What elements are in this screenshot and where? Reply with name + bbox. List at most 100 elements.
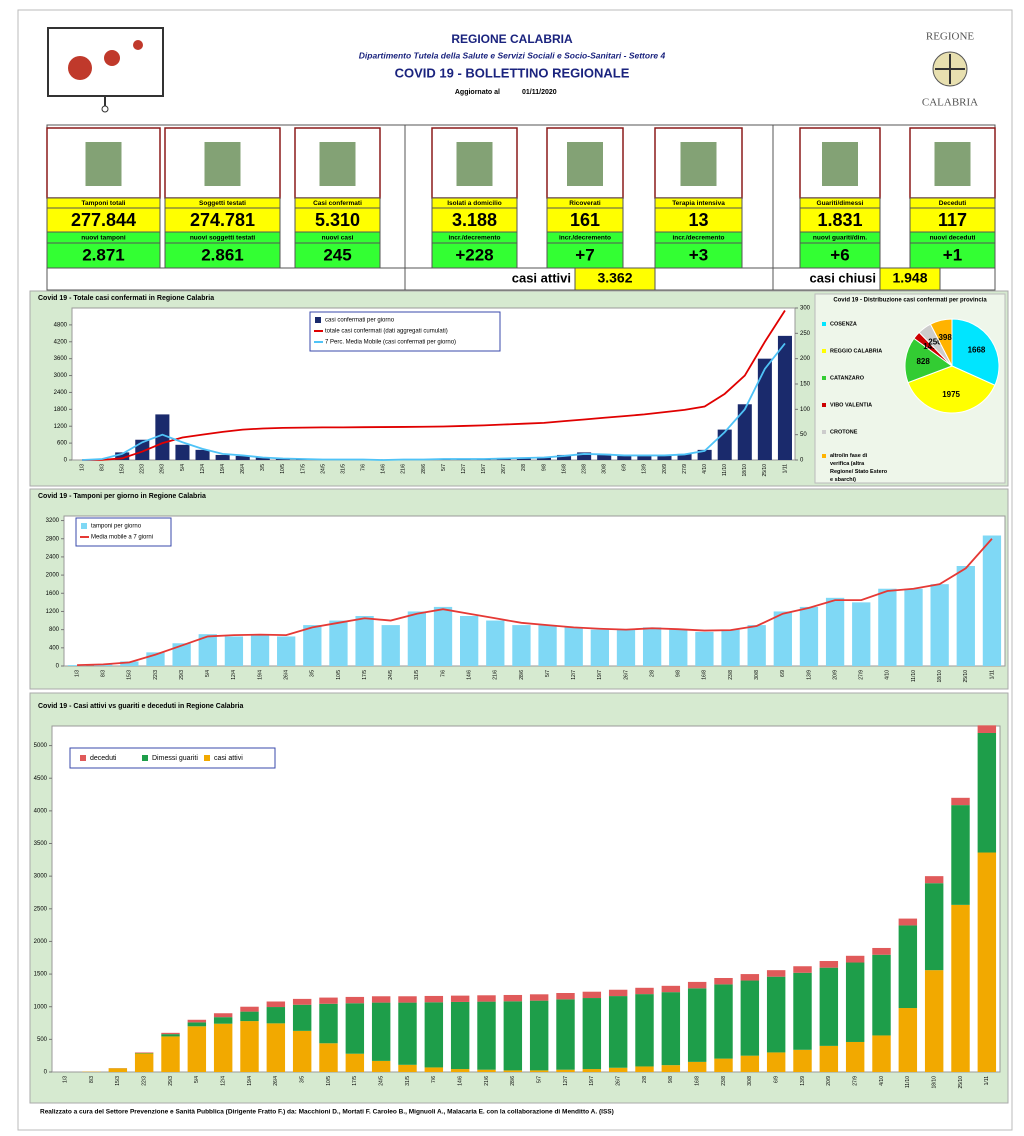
x-tick-label: 17/5	[352, 1076, 358, 1086]
x-tick-label: 5/7	[441, 464, 447, 471]
bar	[977, 732, 997, 853]
legend-label: Media mobile a 7 giorni	[91, 535, 153, 541]
x-tick-label: 8/3	[99, 464, 105, 471]
bar	[155, 414, 170, 460]
bar	[292, 1004, 312, 1031]
bar	[503, 994, 523, 1002]
x-tick-label: 30/8	[747, 1076, 753, 1086]
y-tick-label: 1200	[54, 424, 68, 430]
bar	[845, 1041, 865, 1072]
x-tick-label: 10/5	[326, 1076, 332, 1086]
bar	[924, 876, 944, 884]
bar	[556, 993, 575, 1000]
bar	[608, 1067, 628, 1072]
bar	[161, 1034, 180, 1037]
tile-value: 161	[570, 210, 600, 230]
y2-tick-label: 200	[800, 356, 811, 362]
bar	[845, 962, 865, 1042]
bar	[687, 988, 707, 1062]
bar	[878, 588, 897, 666]
x-tick-label: 27/9	[859, 670, 865, 680]
bar	[982, 535, 1002, 666]
bar	[503, 1070, 523, 1072]
tile-icon	[822, 142, 858, 186]
bar	[951, 797, 970, 806]
x-tick-label: 19/4	[220, 464, 226, 474]
legend-box	[69, 747, 276, 769]
bar	[371, 996, 391, 1003]
bar	[345, 996, 365, 1004]
bar	[240, 1021, 259, 1072]
bar	[872, 954, 891, 1036]
bar	[529, 1000, 549, 1071]
virus-logo	[47, 27, 164, 113]
x-tick-label: 28/6	[421, 464, 427, 474]
legend-swatch	[822, 430, 826, 434]
x-tick-label: 23/8	[581, 464, 587, 474]
bar	[608, 989, 628, 997]
x-tick-label: 15/3	[120, 464, 126, 474]
tile-label: Isolati a domicilio	[447, 200, 502, 207]
y-tick-label: 4200	[54, 339, 68, 345]
closed-label: casi chiusi	[810, 270, 876, 285]
tile-sub-value: +228	[455, 245, 493, 264]
bar	[266, 1007, 286, 1024]
y-tick-label: 3200	[46, 518, 60, 524]
y2-tick-label: 300	[800, 306, 811, 312]
y-tick-label: 2400	[54, 390, 68, 396]
value-box	[431, 207, 518, 233]
bar	[187, 1026, 207, 1072]
x-tick-label: 16/8	[694, 1076, 700, 1086]
tile-icon	[934, 142, 971, 186]
bar	[195, 449, 210, 460]
bar	[486, 620, 505, 666]
slice-label: 250	[928, 337, 942, 346]
bar	[582, 991, 602, 999]
x-tick-label: 13/9	[800, 1076, 806, 1086]
bar	[721, 629, 740, 666]
bar	[872, 947, 891, 955]
sub-value-box	[799, 242, 881, 269]
x-tick-label: 20/9	[826, 1076, 832, 1086]
x-tick-label: 11/10	[722, 464, 728, 476]
x-tick-label: 1/3	[74, 670, 80, 677]
x-tick-label: 12/4	[231, 670, 237, 680]
bar	[635, 1066, 654, 1072]
bar	[108, 1068, 128, 1072]
value-box	[46, 207, 161, 233]
sub-value-box	[546, 242, 624, 269]
bar	[819, 1045, 839, 1072]
x-tick-label: 15/3	[115, 1076, 121, 1086]
tile-icon	[456, 142, 493, 186]
tile-label: Terapia intensiva	[672, 200, 725, 207]
bar	[608, 996, 628, 1068]
tile-sub-value: +6	[830, 245, 849, 264]
bar	[642, 627, 662, 666]
bar	[213, 1013, 233, 1018]
legend-label: tamponi per giorno	[91, 524, 142, 530]
x-tick-label: 3/5	[310, 670, 316, 677]
bar	[424, 1002, 444, 1068]
bar	[450, 995, 470, 1002]
tile-sub-label: nuovi soggetti testati	[190, 235, 256, 242]
bar	[477, 995, 496, 1002]
bar	[637, 454, 652, 460]
x-tick-label: 28/6	[510, 1076, 516, 1086]
bar	[371, 1060, 391, 1072]
y-tick-label: 1600	[46, 591, 60, 597]
bar	[740, 980, 760, 1056]
bar	[240, 1011, 259, 1022]
bar	[433, 606, 453, 666]
x-tick-label: 16/8	[702, 670, 708, 680]
line	[81, 342, 786, 461]
legend-swatch	[204, 755, 210, 761]
pie-slice	[929, 318, 953, 367]
x-tick-label: 26/7	[615, 1076, 621, 1086]
bar	[355, 616, 374, 666]
bar	[450, 1069, 470, 1072]
bar	[398, 1064, 417, 1072]
tile-label: Deceduti	[939, 200, 967, 207]
y-tick-label: 2400	[46, 554, 60, 560]
legend-label: VIBO VALENTIA	[830, 402, 872, 408]
tile-label: Soggetti testati	[199, 200, 246, 207]
